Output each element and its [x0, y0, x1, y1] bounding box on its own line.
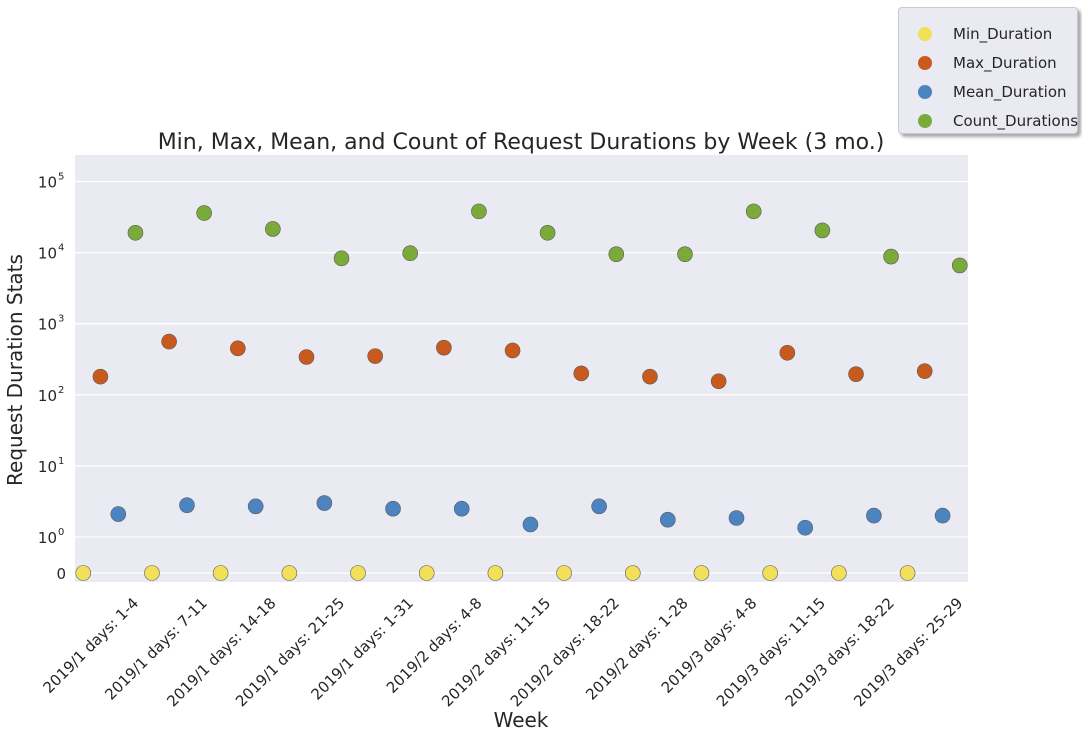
point-max-duration: [230, 340, 246, 357]
point-min-duration: [212, 565, 229, 581]
point-max-duration: [779, 344, 796, 361]
point-mean-duration: [797, 519, 813, 536]
legend-label: Count_Durations: [953, 112, 1079, 130]
legend-label: Min_Duration: [953, 25, 1053, 43]
point-count-durations: [677, 246, 693, 262]
point-min-duration: [144, 565, 160, 581]
point-mean-duration: [316, 495, 333, 511]
point-max-duration: [642, 368, 658, 385]
y-tick-exponent: 0: [58, 527, 64, 538]
point-count-durations: [471, 203, 487, 220]
y-tick-label: 0: [56, 565, 66, 583]
point-max-duration: [298, 349, 315, 365]
point-count-durations: [951, 257, 968, 274]
legend-marker-mean-duration: [918, 85, 932, 99]
point-min-duration: [487, 565, 504, 581]
y-tick-exponent: 3: [58, 314, 64, 325]
y-axis-label: Request Duration Stats: [3, 254, 27, 486]
y-tick-exponent: 5: [58, 172, 64, 183]
point-min-duration: [556, 565, 572, 581]
point-mean-duration: [110, 506, 127, 522]
point-count-durations: [196, 205, 212, 221]
point-max-duration: [916, 363, 933, 379]
point-mean-duration: [247, 498, 264, 515]
point-max-duration: [504, 342, 521, 359]
point-count-durations: [745, 203, 762, 220]
point-min-duration: [762, 565, 778, 581]
y-tick-label: 10: [38, 174, 57, 192]
point-count-durations: [127, 224, 144, 241]
point-min-duration: [418, 565, 435, 581]
point-mean-duration: [660, 511, 676, 528]
y-tick-label: 10: [38, 529, 57, 547]
y-tick-label: 10: [38, 316, 57, 334]
point-min-duration: [75, 565, 92, 581]
legend: Min_Duration Max_Duration Mean_Duration …: [898, 7, 1078, 134]
point-mean-duration: [728, 510, 745, 526]
legend-item-count-durations: Count_Durations: [899, 112, 1079, 132]
y-tick-exponent: 1: [58, 456, 64, 467]
legend-marker-max-duration: [918, 56, 932, 70]
point-max-duration: [710, 373, 727, 390]
point-min-duration: [281, 565, 298, 581]
legend-item-min-duration: Min_Duration: [899, 25, 1077, 45]
point-max-duration: [92, 368, 109, 385]
y-tick-exponent: 2: [58, 385, 64, 396]
legend-item-mean-duration: Mean_Duration: [899, 83, 1077, 103]
point-max-duration: [436, 339, 452, 356]
y-tick-label: 10: [38, 387, 57, 405]
point-max-duration: [367, 348, 383, 364]
point-min-duration: [350, 565, 366, 581]
legend-label: Max_Duration: [953, 54, 1057, 72]
legend-marker-count-durations: [918, 114, 932, 128]
legend-marker-min-duration: [918, 27, 932, 41]
point-mean-duration: [522, 516, 539, 533]
legend-label: Mean_Duration: [953, 83, 1067, 101]
point-max-duration: [848, 366, 864, 382]
point-max-duration: [161, 333, 177, 350]
chart-title: Min, Max, Mean, and Count of Request Dur…: [158, 130, 885, 155]
point-min-duration: [899, 565, 916, 581]
legend-item-max-duration: Max_Duration: [899, 54, 1077, 74]
point-count-durations: [333, 250, 350, 267]
point-mean-duration: [453, 500, 470, 517]
point-count-durations: [539, 224, 556, 241]
point-count-durations: [265, 221, 281, 237]
point-mean-duration: [934, 507, 951, 524]
y-tick-label: 10: [38, 245, 57, 263]
point-mean-duration: [179, 497, 195, 514]
point-min-duration: [624, 565, 641, 581]
point-mean-duration: [385, 500, 401, 517]
point-min-duration: [831, 565, 847, 581]
x-axis-label: Week: [494, 708, 549, 732]
point-mean-duration: [866, 507, 882, 524]
point-max-duration: [573, 365, 590, 382]
point-count-durations: [402, 245, 419, 262]
point-min-duration: [693, 565, 710, 581]
point-mean-duration: [591, 498, 607, 515]
point-count-durations: [883, 248, 899, 265]
y-tick-label: 10: [38, 458, 57, 476]
point-count-durations: [608, 246, 625, 262]
data-points: [75, 203, 968, 581]
point-count-durations: [814, 222, 831, 239]
y-tick-exponent: 4: [58, 243, 64, 254]
